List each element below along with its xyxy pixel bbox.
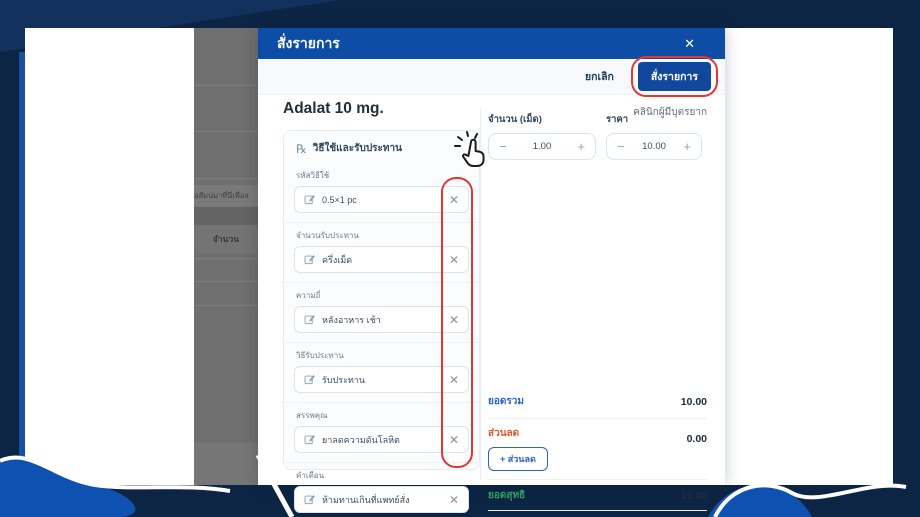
field-indication: สรรพคุณ ยาลดความดันโลหิต ✕ (284, 402, 479, 462)
input-value: 0.5×1 pc (322, 194, 357, 205)
price-group: ราคา − 10.00 + (606, 112, 702, 160)
input-value: รับประทาน (322, 374, 366, 385)
clear-icon[interactable]: ✕ (448, 192, 459, 207)
input-value: ยาลดความดันโลหิต (322, 434, 400, 445)
quantity-group: จำนวน (เม็ด) − 1.00 + (488, 112, 596, 160)
vertical-divider (480, 108, 481, 480)
field-usage-code: รหัสวิธีใช้ 0.5×1 pc ✕ (284, 163, 479, 222)
method-input[interactable]: รับประทาน ✕ (294, 366, 469, 393)
discount-row: ส่วนลด 0.00 + ส่วนลด (488, 419, 707, 480)
plus-icon[interactable]: + (683, 139, 691, 154)
clinic-label: คลินิกผู้มีบุตรยาก (633, 107, 707, 118)
clear-icon[interactable]: ✕ (448, 492, 459, 507)
background-row (194, 207, 258, 225)
quantity-stepper[interactable]: − 1.00 + (488, 133, 596, 160)
discount-label: ส่วนลด (488, 428, 520, 439)
price-stepper[interactable]: − 10.00 + (606, 133, 702, 160)
pricing-steppers: จำนวน (เม็ด) − 1.00 + ราคา − 10.00 + (488, 112, 702, 160)
modal-header: สั่งรายการ ✕ (258, 28, 725, 59)
price-label: ราคา (606, 114, 629, 125)
rx-icon: ℞ (296, 141, 307, 156)
total-label: ยอดรวม (488, 396, 524, 407)
field-method: วิธีรับประทาน รับประทาน ✕ (284, 342, 479, 402)
minus-icon[interactable]: − (499, 139, 507, 154)
field-label: วิธีรับประทาน (296, 351, 344, 360)
add-discount-button[interactable]: + ส่วนลด (488, 447, 548, 471)
input-value: ห้ามทานเกินที่แพทย์สั่ง (322, 494, 410, 505)
field-frequency: ความถี่ หลังอาหาร เช้า ✕ (284, 282, 479, 342)
edit-icon (304, 254, 315, 265)
order-modal: สั่งรายการ ✕ ยกเลิก สั่งรายการ Adalat 10… (258, 28, 725, 513)
usage-code-input[interactable]: 0.5×1 pc ✕ (294, 186, 469, 213)
input-value: หลังอาหาร เช้า (322, 314, 381, 325)
clear-icon[interactable]: ✕ (448, 372, 459, 387)
close-icon[interactable]: ✕ (684, 35, 695, 51)
divider (194, 131, 258, 132)
warning-input[interactable]: ห้ามทานเกินที่แพทย์สั่ง ✕ (294, 486, 469, 513)
divider (194, 85, 258, 86)
quantity-label: จำนวน (เม็ด) (488, 114, 542, 125)
totals-section: ยอดรวม 10.00 ส่วนลด 0.00 + ส่วนลด ยอดสุท… (488, 388, 707, 511)
field-label: คำเตือน (296, 471, 325, 480)
edit-icon (304, 374, 315, 385)
clear-icon[interactable]: ✕ (448, 312, 459, 327)
drug-name-title: Adalat 10 mg. (283, 100, 384, 117)
edit-icon (304, 434, 315, 445)
field-label: ความถี่ (296, 291, 321, 300)
quantity-value: 1.00 (532, 141, 552, 152)
edit-icon (304, 494, 315, 505)
net-total-label: ยอดสุทธิ (488, 490, 526, 501)
submit-order-button[interactable]: สั่งรายการ (637, 62, 711, 91)
left-edge-stripe-decoration (19, 52, 25, 485)
price-value: 10.00 (642, 141, 666, 152)
field-label: จำนวนรับประทาน (296, 231, 359, 240)
form-section-header: ℞ วิธีใช้และรับประทาน (284, 131, 479, 163)
field-label: รหัสวิธีใช้ (296, 171, 330, 180)
divider (194, 281, 258, 282)
click-hand-icon (454, 131, 485, 167)
edit-icon (304, 314, 315, 325)
total-value: 10.00 (680, 395, 707, 408)
modal-title: สั่งรายการ (277, 34, 340, 51)
indication-input[interactable]: ยาลดความดันโลหิต ✕ (294, 426, 469, 453)
minus-icon[interactable]: − (617, 139, 625, 154)
field-label: สรรพคุณ (296, 411, 328, 420)
field-dose-amount: จำนวนรับประทาน ครึ่งเม็ด ✕ (284, 222, 479, 282)
edit-icon (304, 194, 315, 205)
total-row: ยอดรวม 10.00 (488, 388, 707, 419)
form-section-title: วิธีใช้และรับประทาน (312, 143, 402, 154)
divider (194, 178, 258, 179)
clear-icon[interactable]: ✕ (448, 432, 459, 447)
cancel-button[interactable]: ยกเลิก (584, 71, 614, 83)
input-value: ครึ่งเม็ด (322, 254, 353, 265)
background-column-header: จำนวน (194, 225, 258, 253)
field-warning: คำเตือน ห้ามทานเกินที่แพทย์สั่ง ✕ (284, 462, 479, 517)
net-total-row: ยอดสุทธิ 10.00 (488, 480, 707, 511)
usage-form-card: ℞ วิธีใช้และรับประทาน รหัสวิธีใช้ 0.5×1 … (283, 130, 480, 513)
divider (194, 258, 258, 259)
background-row (194, 443, 258, 485)
background-partial-text: อสัมน่มาที่นี่เพื่อจ (194, 185, 258, 207)
modal-action-bar: ยกเลิก สั่งรายการ (258, 56, 725, 97)
dimmed-background-page: อสัมน่มาที่นี่เพื่อจ จำนวน (194, 28, 258, 485)
frequency-input[interactable]: หลังอาหาร เช้า ✕ (294, 306, 469, 333)
net-total-value: 10.00 (680, 489, 707, 502)
plus-icon[interactable]: + (577, 139, 585, 154)
discount-value: 0.00 (686, 433, 707, 445)
dose-amount-input[interactable]: ครึ่งเม็ด ✕ (294, 246, 469, 273)
divider (194, 305, 258, 306)
clear-icon[interactable]: ✕ (448, 252, 459, 267)
